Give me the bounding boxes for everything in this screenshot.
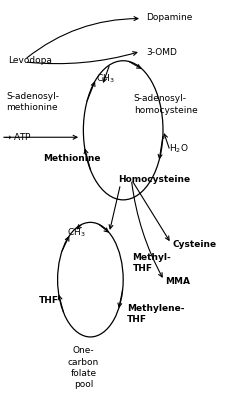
- Text: Cysteine: Cysteine: [172, 240, 216, 249]
- Text: MMA: MMA: [165, 277, 190, 286]
- Text: One-
carbon
folate
pool: One- carbon folate pool: [68, 346, 99, 389]
- Text: Homocysteine: Homocysteine: [118, 175, 191, 184]
- Text: H$_2$O: H$_2$O: [169, 143, 188, 155]
- Text: Methylene-
THF: Methylene- THF: [127, 304, 184, 325]
- Text: S-adenosyl-
methionine: S-adenosyl- methionine: [6, 91, 59, 112]
- Text: $\rightarrow$ATP: $\rightarrow$ATP: [2, 131, 32, 142]
- Text: CH$_3$: CH$_3$: [67, 226, 86, 239]
- Text: 3-OMD: 3-OMD: [147, 48, 178, 57]
- Text: Dopamine: Dopamine: [147, 13, 193, 22]
- Text: Methionine: Methionine: [44, 154, 101, 164]
- Text: THF: THF: [39, 296, 59, 304]
- Text: Levodopa: Levodopa: [9, 56, 52, 65]
- Text: Methyl-
THF: Methyl- THF: [132, 253, 171, 273]
- Text: S-adenosyl-
homocysteine: S-adenosyl- homocysteine: [134, 94, 197, 115]
- Text: CH$_3$: CH$_3$: [96, 73, 115, 85]
